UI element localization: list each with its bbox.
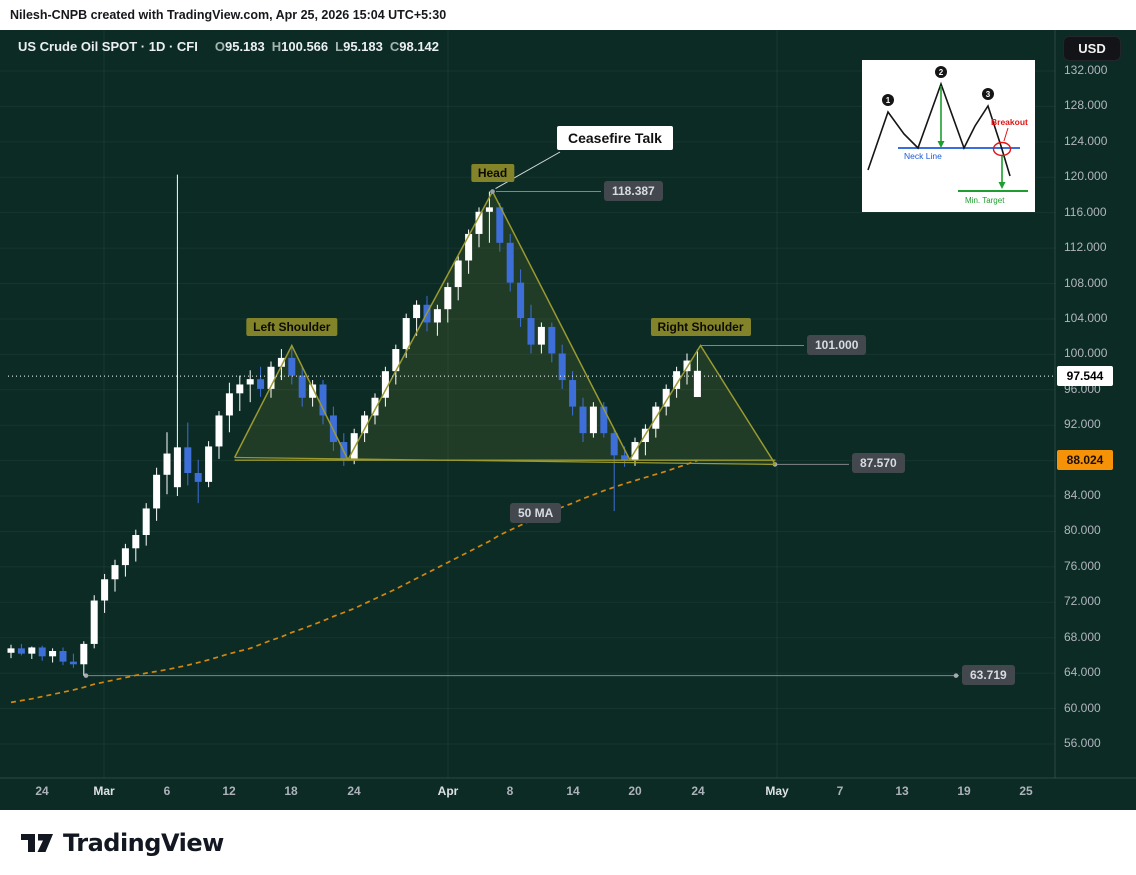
ohlc-value: 95.183	[343, 39, 383, 54]
inset-background	[862, 60, 1035, 212]
time-axis-tick: 24	[347, 784, 361, 798]
chart-area[interactable]: US Crude Oil SPOT · 1D · CFI O95.183 H100…	[0, 30, 1136, 810]
time-axis-tick: 25	[1019, 784, 1033, 798]
hs-pattern-diagram-inset: 1 2 3 Neck Line Breakout Min. Target	[862, 60, 1035, 212]
price-axis-tick: 76.000	[1064, 558, 1101, 573]
head-label: Head	[470, 163, 515, 182]
inset-min-target-label: Min. Target	[965, 196, 1005, 205]
ohlc-value: 100.566	[281, 39, 329, 54]
candlestick-chart-canvas[interactable]	[0, 30, 1136, 810]
time-axis-tick: 6	[163, 784, 171, 798]
attribution-bar: Nilesh-CNPB created with TradingView.com…	[0, 0, 1136, 30]
right-shoulder-label: Right Shoulder	[650, 317, 751, 336]
ohlc-key: L	[335, 39, 344, 54]
annotation-connectors	[490, 151, 561, 194]
price-axis-tick: 124.000	[1064, 133, 1108, 148]
time-axis-tick: 14	[566, 784, 580, 798]
price-axis[interactable]: 56.000 60.000 64.000 68.000 72.000 76.000 80.0…	[1056, 30, 1136, 778]
inset-measure-arrowhead	[937, 141, 945, 148]
price-tag-head: 118.387	[604, 180, 663, 201]
time-axis-tick: 20	[628, 784, 642, 798]
time-axis-tick: Apr	[437, 784, 459, 798]
pattern-fill-layer	[234, 191, 776, 465]
footer-bar: TradingView	[0, 810, 1136, 875]
price-axis-tick: 72.000	[1064, 594, 1101, 609]
time-axis-tick: 8	[506, 784, 514, 798]
time-axis-tick: 13	[895, 784, 909, 798]
time-axis-tick: 24	[35, 784, 49, 798]
time-axis-tick: May	[765, 784, 789, 798]
inset-peak-1-number: 1	[886, 96, 891, 105]
price-axis-tick: 84.000	[1064, 488, 1101, 503]
ma-50-label: 50 MA	[510, 503, 562, 523]
last-price-axis-label: 97.544	[1057, 365, 1113, 386]
price-axis-tick: 128.000	[1064, 98, 1108, 113]
price-tag-right-shoulder: 101.000	[807, 334, 867, 355]
price-axis-tick: 100.000	[1064, 346, 1108, 361]
price-axis-tick: 104.000	[1064, 310, 1108, 325]
ohlc-value: 95.183	[224, 39, 265, 54]
time-axis-tick: 7	[836, 784, 844, 798]
ceasefire-callout: Ceasefire Talk	[557, 126, 673, 150]
inset-peak-3-badge	[982, 88, 994, 100]
ohlc-key: O	[214, 39, 225, 54]
ma-50-line	[10, 459, 698, 704]
brand-name[interactable]: TradingView	[63, 828, 224, 857]
currency-button[interactable]: USD	[1063, 36, 1121, 61]
time-axis-tick: 24	[691, 784, 705, 798]
attribution-text: Nilesh-CNPB created with TradingView.com…	[10, 8, 447, 22]
price-axis-tick: 80.000	[1064, 523, 1101, 538]
inset-breakout-label: Breakout	[991, 117, 1028, 127]
left-shoulder-label: Left Shoulder	[246, 317, 338, 336]
price-axis-tick: 120.000	[1064, 169, 1108, 184]
price-tag-low: 63.719	[962, 664, 1015, 685]
price-axis-tick: 64.000	[1064, 665, 1101, 680]
ohlc-readout: O95.183 H100.566 L95.183 C98.142	[208, 39, 439, 54]
price-axis-tick: 116.000	[1064, 204, 1107, 219]
time-axis[interactable]: 24 Mar 6 12 18 24 Apr 8 14 20 24 May 7 13 19 25	[0, 778, 1136, 810]
time-axis-tick: 12	[222, 784, 236, 798]
price-axis-tick: 108.000	[1064, 275, 1108, 290]
time-axis-tick: 19	[957, 784, 971, 798]
ohlc-key: H	[271, 39, 282, 54]
price-axis-tick: 132.000	[1064, 63, 1108, 77]
axis-separators	[0, 30, 1136, 779]
inset-neckline-label: Neck Line	[904, 151, 942, 161]
ohlc-value: 98.142	[399, 39, 440, 54]
price-axis-tick: 56.000	[1064, 735, 1101, 750]
ma-price-axis-label: 88.024	[1057, 449, 1113, 470]
price-axis-tick: 112.000	[1064, 240, 1107, 255]
symbol-info[interactable]: US Crude Oil SPOT · 1D · CFI O95.183 H100…	[18, 39, 439, 54]
inset-breakout-circle	[992, 141, 1012, 157]
inset-price-path	[867, 81, 1011, 177]
symbol-title[interactable]: US Crude Oil SPOT · 1D · CFI	[18, 39, 198, 54]
inset-peak-2-badge	[935, 66, 947, 78]
inset-peak-2-number: 2	[939, 68, 944, 77]
price-axis-tick: 92.000	[1064, 417, 1101, 432]
inset-breakout-pointer	[1003, 127, 1009, 142]
price-axis-tick: 68.000	[1064, 629, 1101, 644]
inset-peak-3-number: 3	[986, 90, 991, 99]
ohlc-key: C	[389, 39, 400, 54]
price-tag-neckline: 87.570	[852, 453, 905, 474]
time-axis-tick: 18	[284, 784, 298, 798]
price-axis-tick: 60.000	[1064, 700, 1101, 715]
time-axis-tick: Mar	[93, 784, 115, 798]
tradingview-logo[interactable]	[20, 830, 54, 856]
inset-peak-1-badge	[882, 94, 894, 106]
inset-target-arrowhead	[998, 182, 1006, 189]
candles-layer	[7, 174, 701, 676]
